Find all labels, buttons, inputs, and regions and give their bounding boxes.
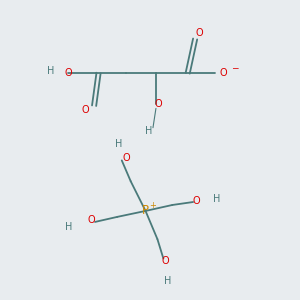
Text: H: H: [65, 222, 73, 232]
Text: O: O: [122, 153, 130, 163]
Text: H: H: [164, 276, 172, 286]
Text: H: H: [47, 66, 54, 76]
Text: O: O: [82, 105, 89, 115]
Text: O: O: [64, 68, 72, 78]
Text: O: O: [219, 68, 226, 78]
Text: O: O: [154, 99, 162, 109]
Text: H: H: [145, 126, 152, 136]
Text: O: O: [195, 28, 203, 38]
Text: −: −: [231, 63, 238, 72]
Text: O: O: [162, 256, 169, 266]
Text: O: O: [193, 196, 200, 206]
Text: P: P: [142, 204, 149, 218]
Text: +: +: [149, 201, 156, 210]
Text: H: H: [115, 139, 122, 149]
Text: O: O: [88, 215, 95, 225]
Text: H: H: [213, 194, 220, 204]
